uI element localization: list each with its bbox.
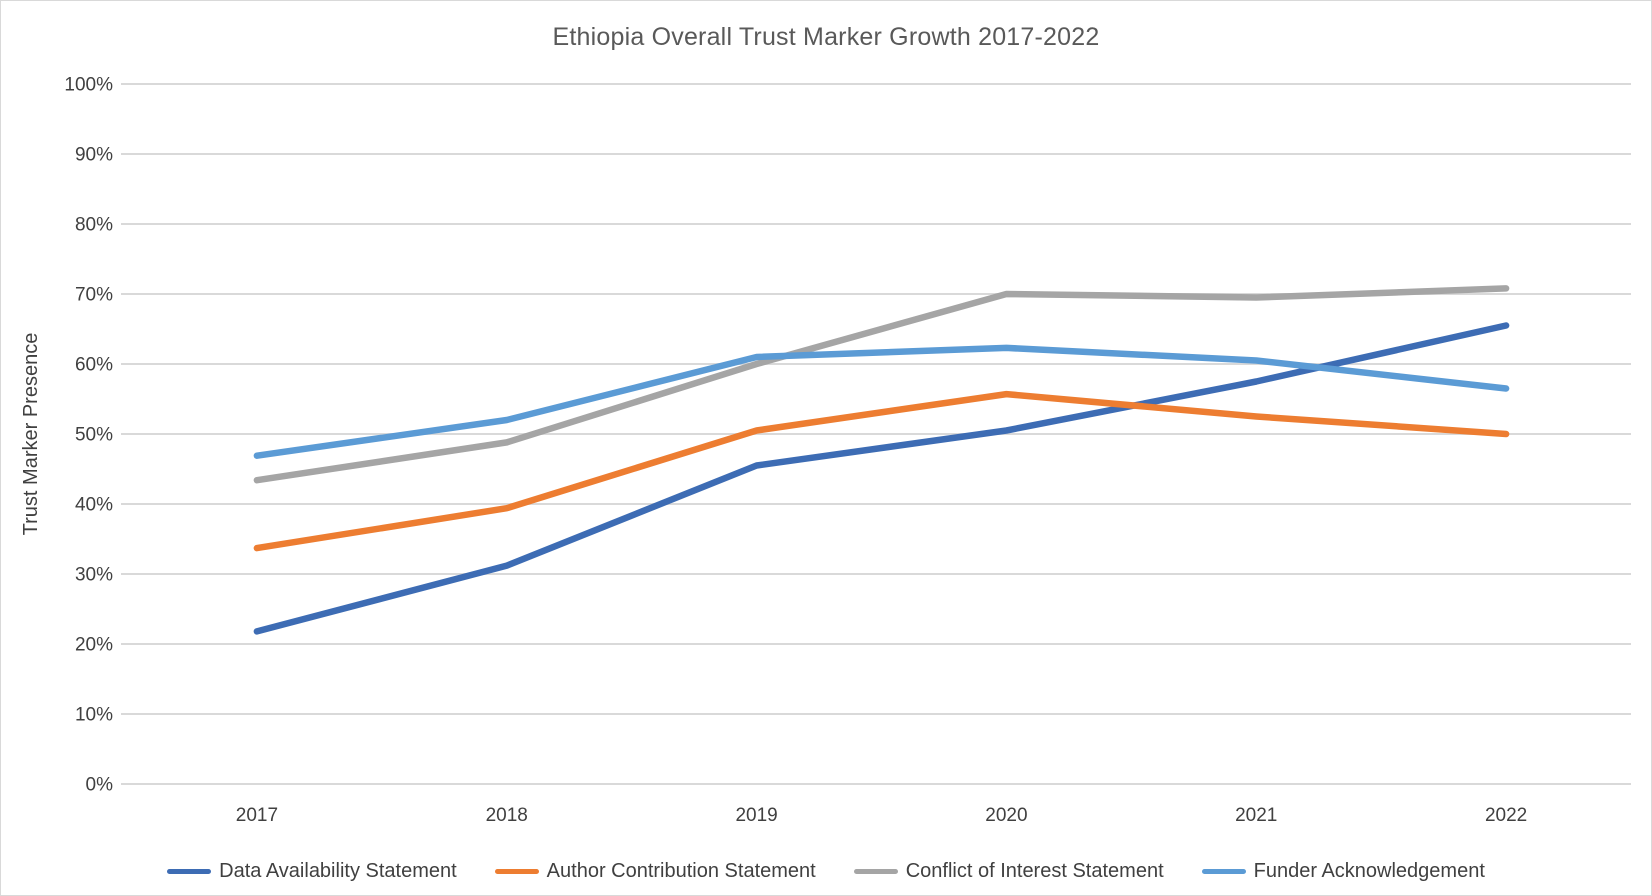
- x-tick-label: 2021: [1235, 805, 1277, 826]
- chart-title: Ethiopia Overall Trust Marker Growth 201…: [552, 23, 1100, 51]
- y-tick-label: 0%: [86, 775, 114, 796]
- series-line-data-availability-statement: [253, 322, 1510, 635]
- y-tick-label: 90%: [75, 145, 113, 166]
- y-tick-label: 50%: [75, 425, 113, 446]
- legend-label: Conflict of Interest Statement: [905, 860, 1164, 882]
- x-tick-label: 2019: [735, 805, 777, 826]
- legend-item-author-contribution-statement: Author Contribution Statement: [494, 860, 816, 883]
- y-tick-label: 20%: [75, 635, 113, 656]
- y-tick-label: 70%: [75, 285, 113, 306]
- x-tick-label: 2018: [486, 805, 528, 826]
- legend-item-data-availability-statement: Data Availability Statement: [167, 860, 457, 883]
- legend-swatch-funder-acknowledgement: [1201, 869, 1246, 874]
- legend-item-conflict-of-interest-statement: Conflict of Interest Statement: [853, 860, 1164, 883]
- y-tick-label: 60%: [75, 355, 113, 376]
- series-line-funder-acknowledgement: [253, 344, 1510, 459]
- legend-label: Data Availability Statement: [219, 860, 457, 882]
- chart-legend: Data Availability Statement Author Contri…: [1, 860, 1651, 883]
- x-tick-label: 2022: [1485, 805, 1527, 826]
- y-axis-title: Trust Marker Presence: [20, 333, 42, 536]
- series-line-conflict-of-interest-statement: [253, 285, 1510, 484]
- y-tick-label: 40%: [75, 495, 113, 516]
- legend-label: Author Contribution Statement: [546, 860, 816, 882]
- y-tick-label: 10%: [75, 705, 113, 726]
- y-tick-label: 30%: [75, 565, 113, 586]
- legend-swatch-author-contribution-statement: [494, 869, 539, 874]
- x-tick-label: 2020: [985, 805, 1027, 826]
- legend-swatch-conflict-of-interest-statement: [853, 869, 898, 874]
- legend-swatch-data-availability-statement: [167, 869, 212, 874]
- legend-item-funder-acknowledgement: Funder Acknowledgement: [1201, 860, 1485, 883]
- x-tick-label: 2017: [236, 805, 278, 826]
- y-tick-label: 80%: [75, 215, 113, 236]
- legend-label: Funder Acknowledgement: [1253, 860, 1485, 882]
- y-tick-label: 100%: [64, 75, 113, 96]
- series-line-author-contribution-statement: [253, 390, 1510, 552]
